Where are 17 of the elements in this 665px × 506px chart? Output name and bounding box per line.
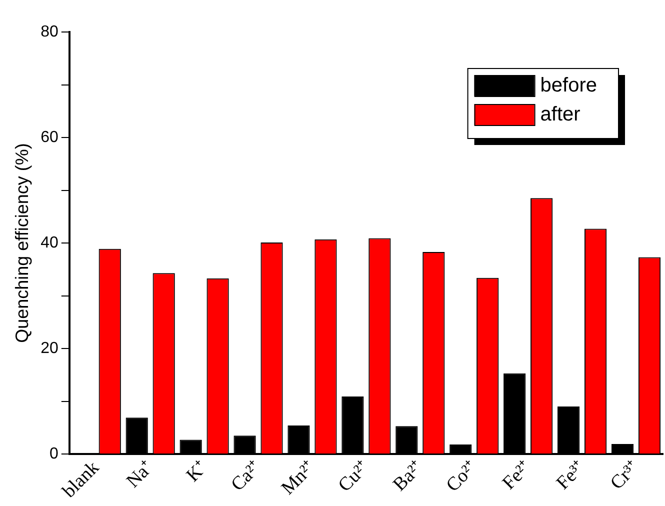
x-tick-label: Ca²⁺: [227, 457, 266, 496]
y-axis-title: Quenching efficiency (%): [12, 143, 32, 343]
x-tick-label: K⁺: [182, 457, 212, 486]
y-tick-label: 20: [40, 340, 58, 357]
x-tick-label: Ba²⁺: [389, 457, 428, 496]
x-tick-label: Co²⁺: [442, 457, 482, 496]
x-tick-label: Cr³⁺: [606, 457, 644, 494]
x-tick-label: Fe²⁺: [498, 457, 536, 494]
legend-label: after: [540, 104, 581, 126]
y-tick-label: 60: [40, 128, 58, 146]
y-tick-label: 80: [40, 23, 58, 40]
x-tick-label: Na⁺: [122, 457, 158, 492]
x-tick-label: Fe³⁺: [552, 457, 590, 494]
legend-label: before: [540, 74, 598, 97]
y-tick-label: 0: [49, 445, 58, 462]
y-tick-label: 40: [40, 234, 58, 252]
x-tick-label: Cu²⁺: [334, 457, 374, 496]
